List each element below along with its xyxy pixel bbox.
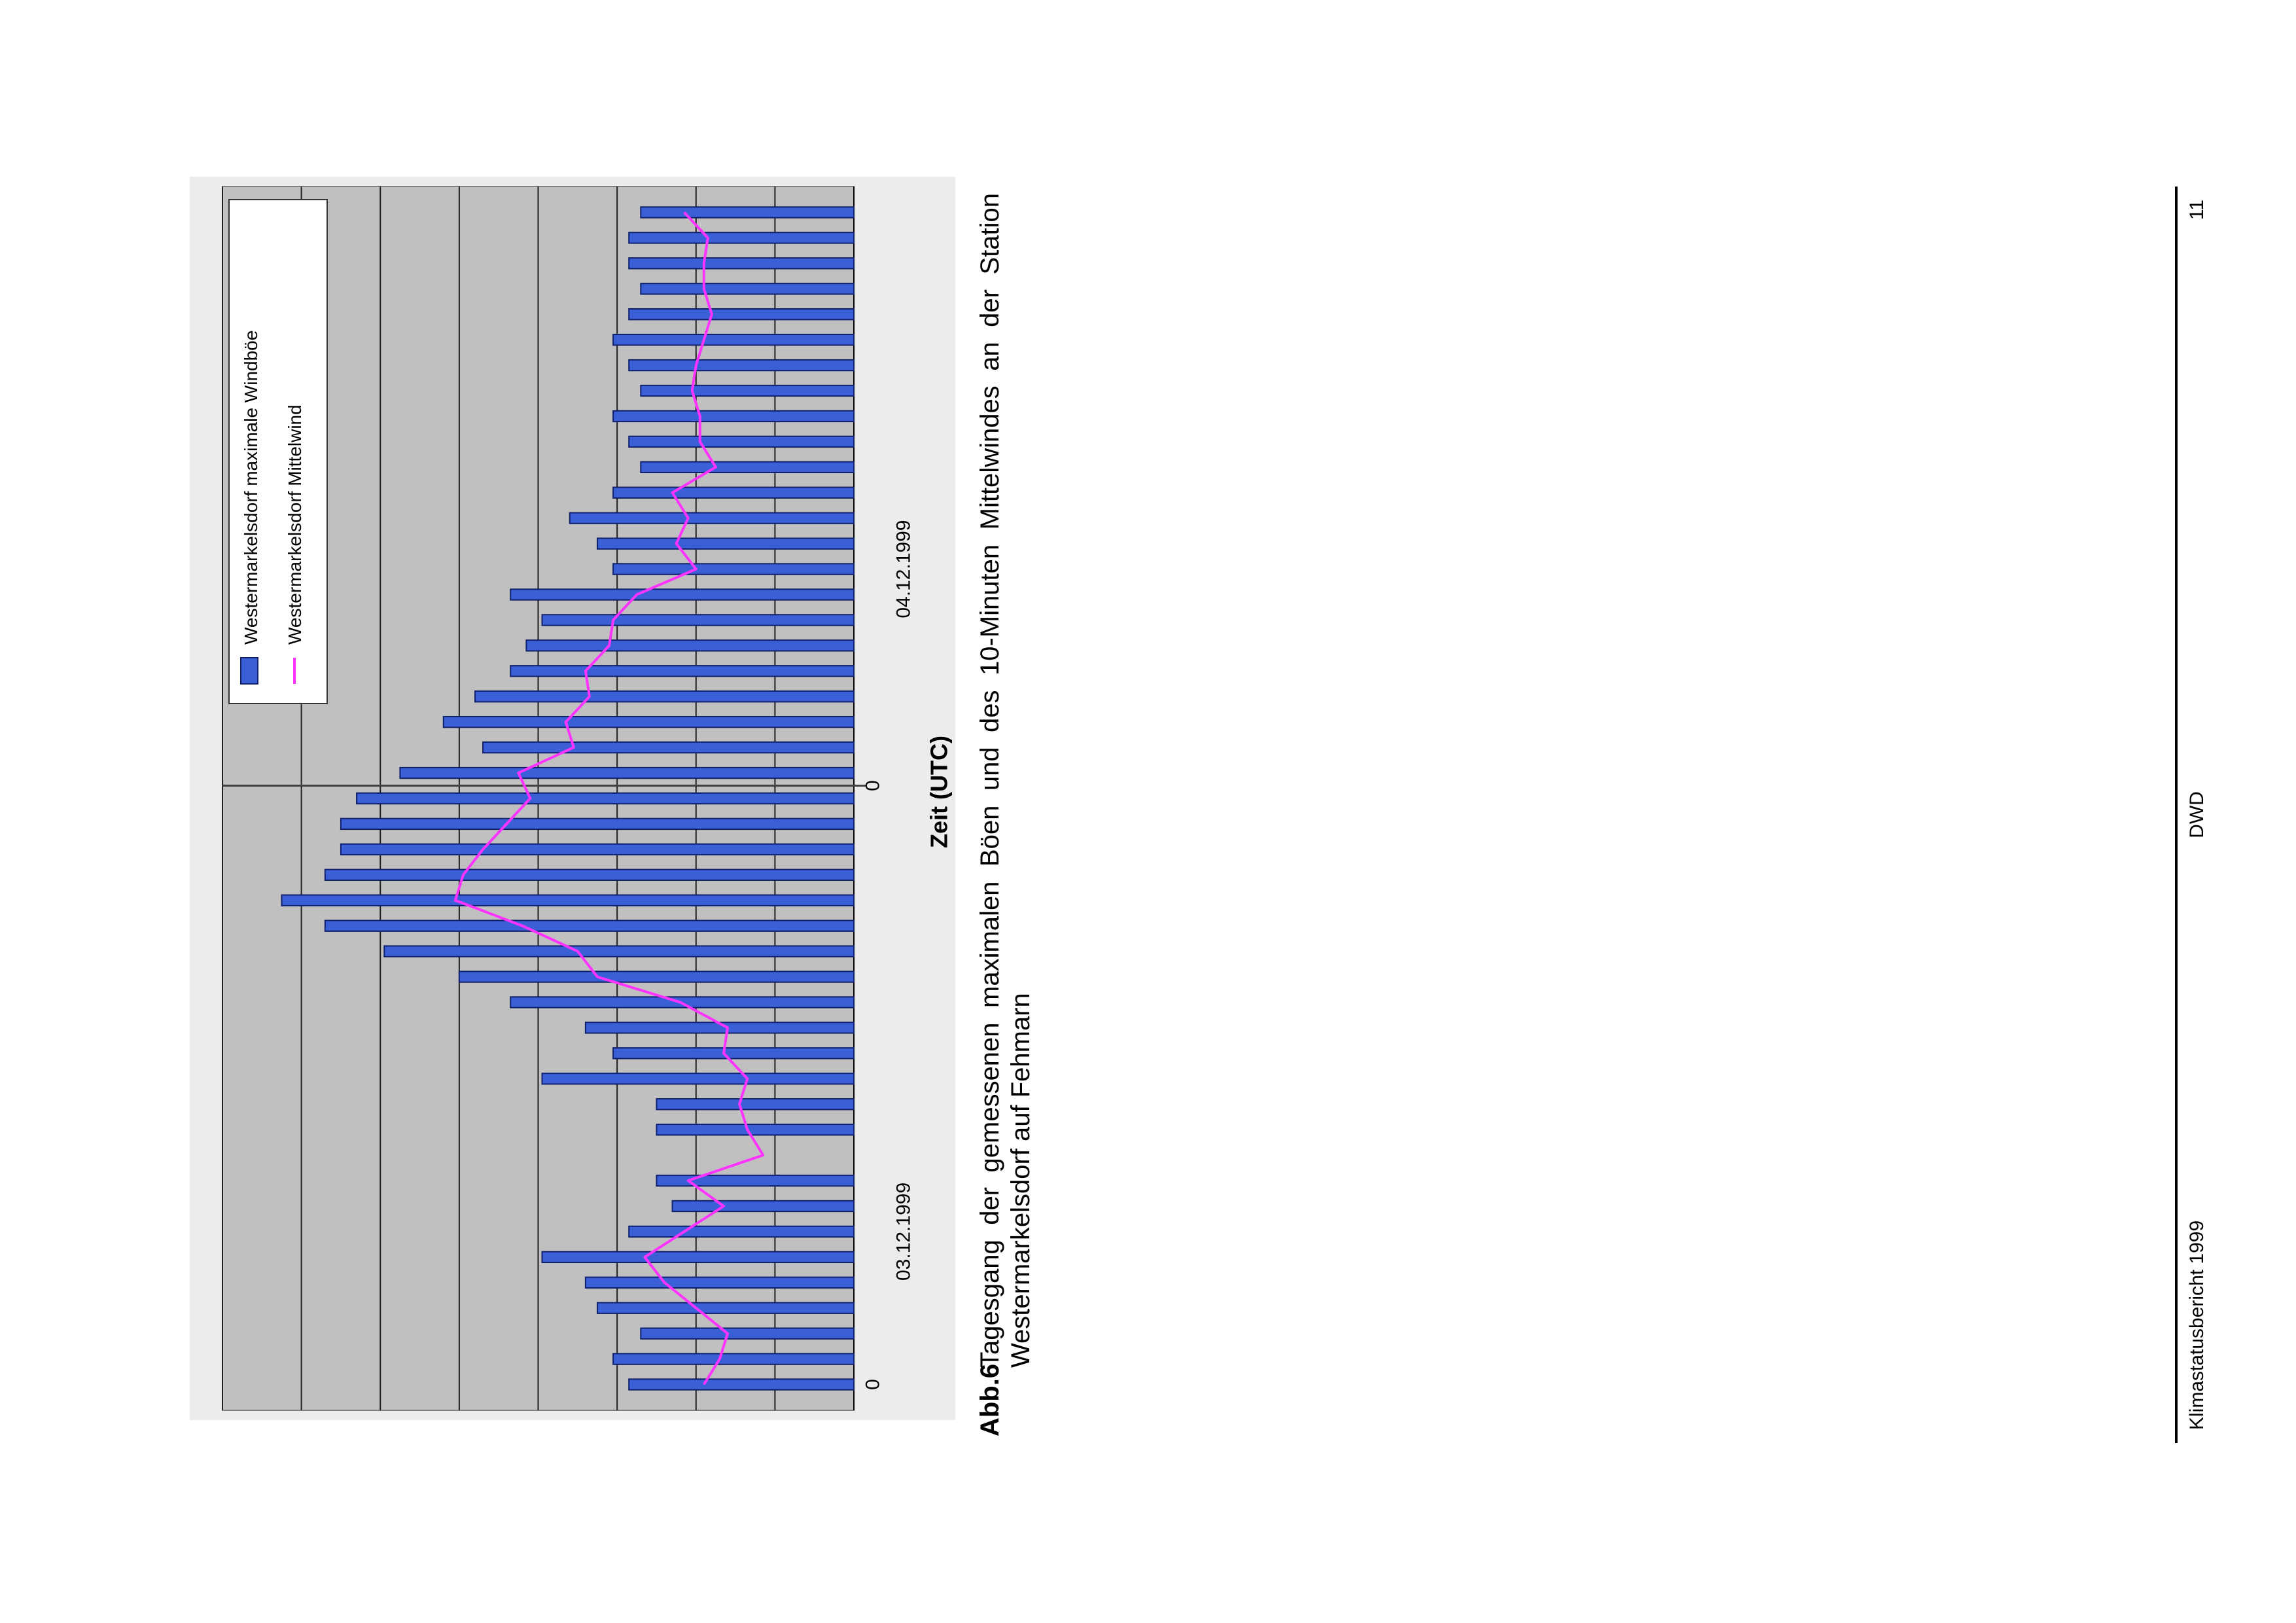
gust-bar [569, 512, 855, 524]
gust-bar [340, 843, 855, 856]
x-tick-label: 0 [862, 780, 884, 791]
gust-bar [612, 563, 855, 575]
gust-bar [584, 1276, 855, 1289]
gust-bar [356, 792, 855, 805]
gust-bar [596, 1302, 855, 1314]
gust-bar [671, 1200, 855, 1213]
gust-bar [541, 614, 855, 626]
gust-bar [640, 206, 855, 219]
gust-bar [612, 410, 855, 423]
gust-bar [656, 1098, 855, 1111]
gust-bar [458, 971, 855, 983]
caption-text: Tagesgang der gemessenen maximalen Böen … [976, 193, 1035, 1368]
page-footer: Klimastatusbericht 1999 DWD 11 [2184, 193, 2217, 1436]
page-number: 11 [2186, 200, 2208, 221]
gust-bar [596, 537, 855, 550]
gust-bar [474, 690, 855, 703]
gust-bar [612, 486, 855, 499]
gust-bar [281, 894, 855, 906]
date-label: 04.12.1999 [893, 520, 915, 618]
caption-label: Abb.6 [976, 1363, 1004, 1436]
gust-bar [399, 766, 855, 779]
gust-bar [656, 1174, 855, 1187]
gust-bar [612, 1047, 855, 1060]
gust-bar [525, 639, 855, 652]
gust-bar [640, 384, 855, 397]
gust-bar [482, 741, 855, 754]
gust-bar [656, 1123, 855, 1136]
gust-bar [510, 588, 855, 601]
legend-swatch-gusts [240, 657, 258, 685]
chart-svg: 0204060801001201401600003.12.199904.12.1… [190, 177, 955, 1420]
gust-bar [340, 817, 855, 830]
gust-bar [628, 308, 855, 321]
figure-caption: Abb.6 Tagesgang der gemessenen maximalen… [975, 193, 1063, 1436]
gust-bar [628, 359, 855, 372]
gust-bar [442, 716, 855, 728]
footer-rule [2175, 187, 2178, 1443]
chart: 0204060801001201401600003.12.199904.12.1… [190, 177, 955, 1420]
gust-bar [324, 868, 855, 881]
gust-bar [628, 435, 855, 448]
gust-bar [612, 1353, 855, 1365]
gust-bar [628, 1378, 855, 1391]
legend-label-mean: Westermarkelsdorf Mittelwind [285, 404, 305, 645]
gust-bar [510, 665, 855, 677]
gust-bar [640, 283, 855, 295]
gust-bar [640, 461, 855, 474]
gust-bar [628, 232, 855, 244]
footer-publisher: DWD [2186, 791, 2208, 838]
gust-bar [628, 1225, 855, 1238]
date-label: 03.12.1999 [893, 1183, 915, 1281]
gust-bar [541, 1073, 855, 1085]
gust-bar [324, 919, 855, 932]
gust-bar [640, 1327, 855, 1340]
legend-label-gusts: Westermarkelsdorf maximale Windböe [241, 330, 261, 645]
x-tick-label: 0 [862, 1379, 884, 1390]
gust-bar [383, 945, 855, 957]
gust-bar [541, 1251, 855, 1264]
gust-bar [628, 257, 855, 270]
legend-box [228, 199, 328, 704]
gust-bar [612, 333, 855, 346]
x-axis-title: Zeit (UTC) [926, 736, 953, 848]
mean-wind-line [453, 211, 765, 1385]
